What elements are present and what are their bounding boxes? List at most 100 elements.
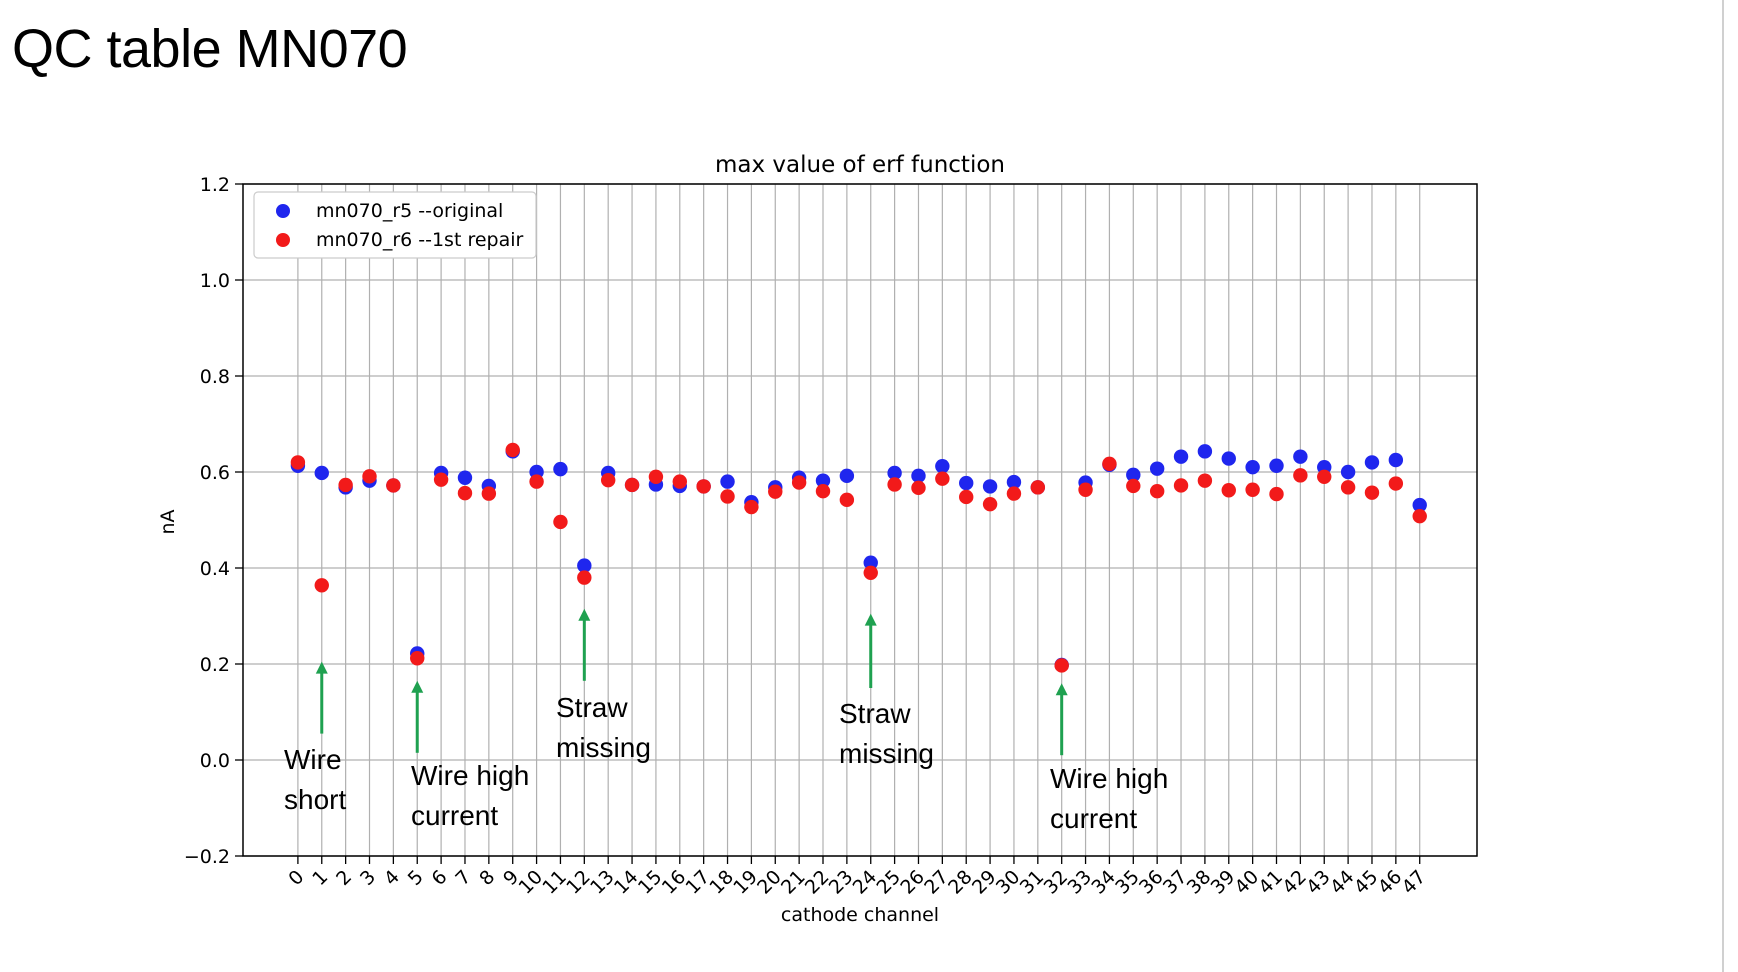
legend-box xyxy=(253,191,537,259)
annotation-arrow-head xyxy=(1055,683,1068,696)
annotation-arrow-head xyxy=(578,608,591,621)
point-repair xyxy=(696,479,711,494)
point-repair xyxy=(791,475,807,490)
point-original xyxy=(1412,497,1427,513)
point-repair xyxy=(577,570,592,585)
point-repair xyxy=(338,477,353,493)
point-repair xyxy=(529,474,544,489)
plot-frame xyxy=(242,183,1478,857)
annotation-wire-high-current-ch32: Wire high current xyxy=(1050,759,1168,839)
point-repair xyxy=(624,477,640,493)
annotation-line: missing xyxy=(556,732,651,763)
point-original xyxy=(1221,451,1236,466)
point-original xyxy=(839,468,855,484)
annotation-line: Wire high xyxy=(1050,763,1169,794)
point-original xyxy=(1293,449,1308,464)
y-axis-label: nA xyxy=(157,509,179,534)
data-points xyxy=(290,442,1427,673)
point-original xyxy=(720,474,735,489)
point-repair xyxy=(815,484,831,499)
point-original xyxy=(1126,467,1141,483)
y-tick-label: 0.4 xyxy=(200,558,230,580)
annotation-line: current xyxy=(411,800,499,831)
point-original xyxy=(1340,464,1356,480)
point-repair xyxy=(1221,483,1236,498)
point-repair xyxy=(1126,478,1141,494)
annotation-line: Wire high xyxy=(411,760,530,791)
slide-border xyxy=(1722,0,1724,972)
annotation-arrows xyxy=(315,608,1068,756)
point-original xyxy=(982,479,998,494)
point-repair xyxy=(457,485,473,501)
point-repair xyxy=(1197,473,1213,488)
point-repair xyxy=(1006,486,1022,501)
y-tick-label: 1.2 xyxy=(200,174,230,196)
point-repair xyxy=(1340,480,1356,495)
annotation-line: Straw xyxy=(556,692,628,723)
slide-title: QC table MN070 xyxy=(12,19,408,79)
y-tick-label: 0.6 xyxy=(200,462,230,484)
y-tick-label: 0.2 xyxy=(200,654,230,676)
point-repair xyxy=(720,489,735,504)
annotation-line: Wire xyxy=(284,744,342,775)
y-tick-label: −0.2 xyxy=(184,846,230,868)
point-original xyxy=(815,473,831,488)
annotation-line: missing xyxy=(839,738,934,769)
annotation-straw-missing-ch24: Straw missing xyxy=(839,694,934,774)
point-original xyxy=(577,558,592,573)
point-original xyxy=(1388,452,1404,468)
point-original xyxy=(553,461,568,477)
point-repair xyxy=(1412,508,1427,524)
point-repair xyxy=(863,565,878,580)
point-repair xyxy=(314,578,329,593)
point-original xyxy=(1173,449,1189,464)
point-repair xyxy=(1269,486,1284,502)
point-repair xyxy=(362,469,377,484)
point-original xyxy=(959,475,974,491)
point-repair xyxy=(1388,476,1404,491)
y-axis-ticks: −0.2 0.0 0.2 0.4 0.6 0.8 1.0 1.2 xyxy=(184,174,243,868)
point-repair xyxy=(744,499,759,515)
point-repair xyxy=(887,477,902,492)
x-tick-label: 0 xyxy=(284,866,308,890)
x-tick-label: 8 xyxy=(475,866,499,890)
annotation-arrow-head xyxy=(315,661,328,674)
x-tick-label: 2 xyxy=(332,866,356,890)
point-repair xyxy=(1054,658,1069,673)
point-original xyxy=(1006,474,1022,490)
point-repair xyxy=(648,469,664,484)
legend: mn070_r5 --original mn070_r6 --1st repai… xyxy=(253,191,537,259)
x-axis-label: cathode channel xyxy=(781,904,939,926)
point-repair xyxy=(768,484,783,499)
annotation-wire-high-current-ch5: Wire high current xyxy=(411,756,529,836)
point-original xyxy=(863,555,878,570)
point-repair xyxy=(982,496,998,512)
annotation-line: Straw xyxy=(839,698,911,729)
point-original xyxy=(1269,458,1284,473)
x-tick-label: 1 xyxy=(308,866,332,890)
point-repair xyxy=(911,480,926,496)
y-tick-label: 0.0 xyxy=(200,750,230,772)
annotation-line: short xyxy=(284,784,347,815)
annotation-line: current xyxy=(1050,803,1138,834)
annotation-straw-missing-ch12: Straw missing xyxy=(556,688,651,768)
point-original xyxy=(1245,460,1260,475)
point-original xyxy=(1149,461,1165,476)
x-tick-label: 47 xyxy=(1398,866,1431,899)
point-repair xyxy=(1102,456,1117,472)
point-original xyxy=(457,470,473,485)
point-repair xyxy=(505,442,520,458)
x-tick-label: 4 xyxy=(380,866,404,890)
y-tick-label: 0.8 xyxy=(200,366,230,388)
point-original xyxy=(314,465,329,481)
point-repair xyxy=(839,492,855,508)
annotation-wire-short: Wire short xyxy=(284,740,346,820)
point-repair xyxy=(290,455,306,470)
point-repair xyxy=(410,651,425,666)
point-repair xyxy=(386,478,401,493)
legend-label-repair: mn070_r6 --1st repair xyxy=(316,229,524,251)
y-tick-label: 1.0 xyxy=(200,270,230,292)
point-repair xyxy=(1078,482,1093,497)
point-repair xyxy=(1293,468,1308,483)
